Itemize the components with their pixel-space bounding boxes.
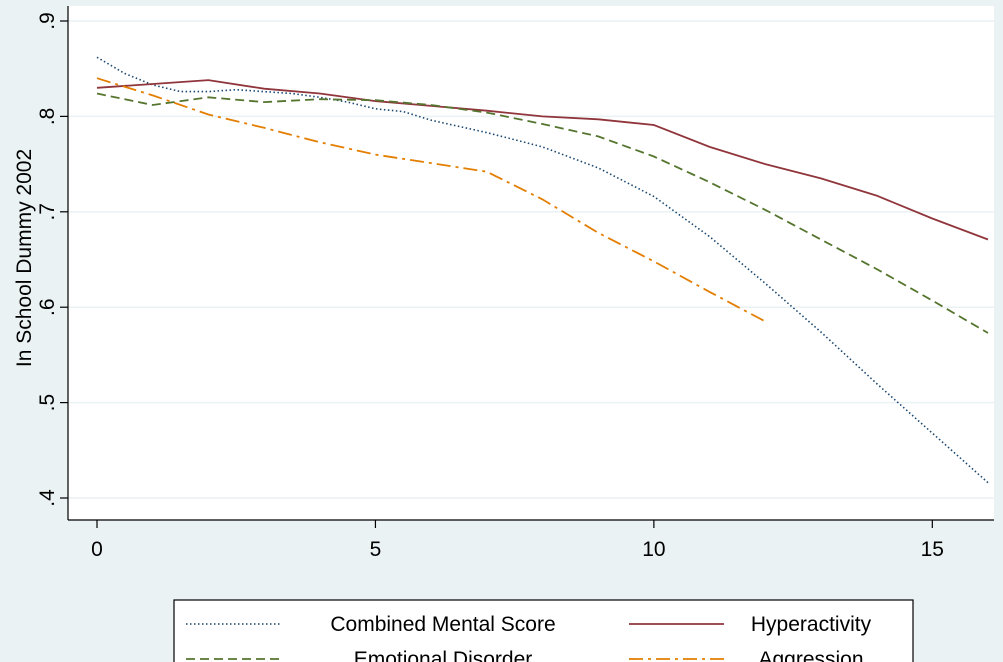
series-lines: [96, 56, 989, 484]
x-tick-label: 15: [921, 538, 944, 561]
legend-label-combined-mental-score: Combined Mental Score: [330, 613, 555, 636]
y-tick-label: .6: [36, 298, 59, 316]
y-tick-label: .8: [36, 108, 59, 126]
y-tick-label: .4: [36, 489, 59, 507]
y-axis-label: In School Dummy 2002: [13, 149, 36, 367]
legend-box: [173, 599, 914, 662]
legend-label-hyperactivity: Hyperactivity: [751, 613, 872, 636]
legend-label-aggression: Aggression: [758, 648, 863, 662]
series-line-hyperactivity: [96, 79, 989, 241]
y-tick-label: .9: [36, 12, 59, 30]
series-line-emotional-disorder: [96, 92, 989, 334]
x-tick-label: 10: [642, 538, 665, 561]
gridlines: [68, 20, 994, 499]
legend-label-emotional-disorder: Emotional Disorder: [354, 648, 533, 662]
plot-area: [68, 6, 994, 520]
y-tick-label: .5: [36, 394, 59, 412]
y-axis: .4 .5 .6 .7 .8 .9: [36, 6, 69, 520]
series-line-aggression: [96, 77, 766, 323]
x-tick-label: 5: [370, 538, 382, 561]
x-tick-label: 0: [91, 538, 103, 561]
legend: Combined Mental Score Hyperactivity Emotio…: [173, 599, 914, 662]
x-axis: 0 5 10 15: [68, 519, 994, 561]
y-tick-label: .7: [36, 203, 59, 221]
